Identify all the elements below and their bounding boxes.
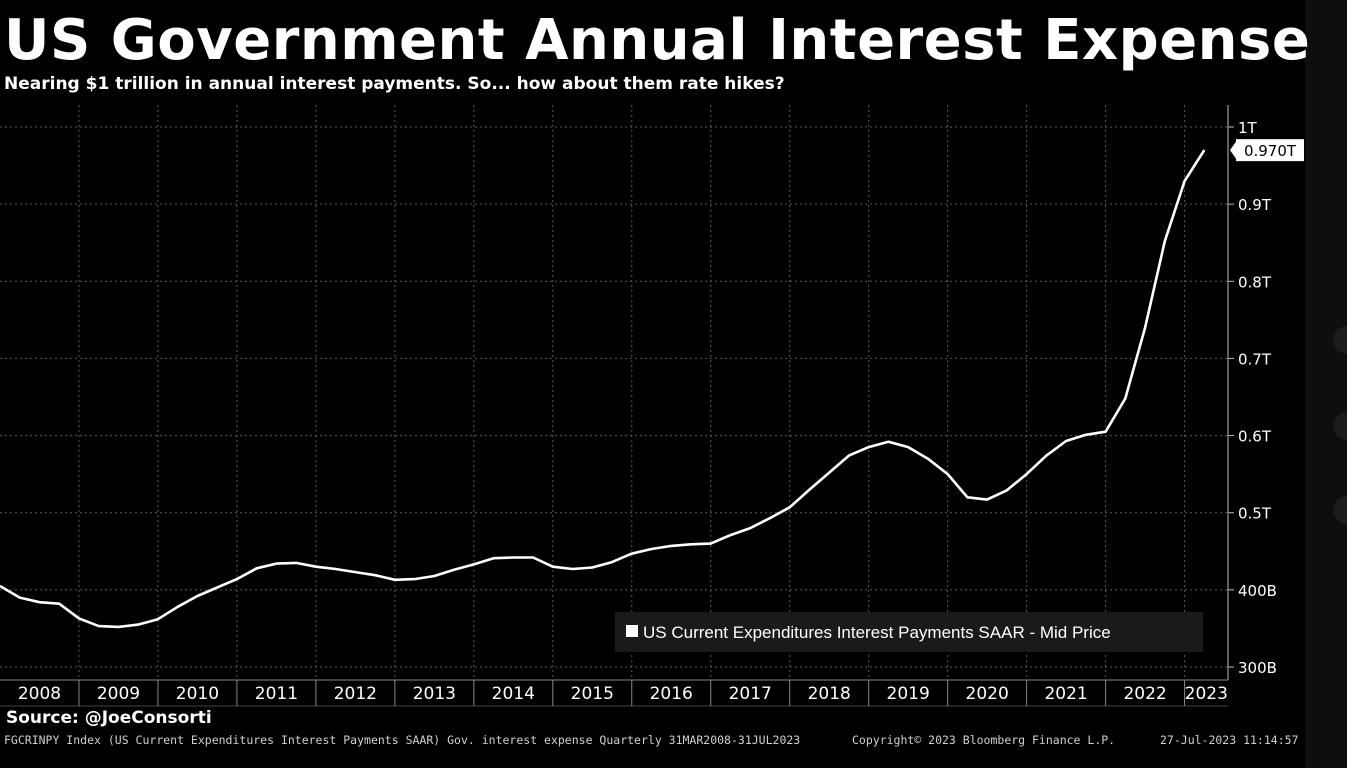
y-tick-label: 0.5T [1238, 505, 1272, 523]
source-credit: Source: @JoeConsorti [6, 708, 212, 728]
x-tick-label: 2020 [966, 684, 1009, 704]
series-layer [0, 149, 1206, 629]
x-tick-label: 2011 [255, 684, 298, 704]
x-tick-label: 2019 [887, 684, 930, 704]
x-tick-label: 2013 [413, 684, 456, 704]
x-tick-label: 2010 [176, 684, 219, 704]
x-tick-label: 2017 [729, 684, 772, 704]
y-tick-label: 0.8T [1238, 273, 1272, 291]
last-value-label: 0.970T [1244, 142, 1297, 160]
x-tick-label: 2023 [1185, 684, 1228, 704]
last-value-pointer [1230, 140, 1237, 161]
legend: US Current Expenditures Interest Payment… [615, 612, 1203, 652]
legend-swatch [626, 625, 638, 637]
x-tick-label: 2015 [571, 684, 614, 704]
x-tick-label: 2014 [492, 684, 535, 704]
series-line [0, 149, 1206, 629]
x-axis-ticks: 2008 2009 2010 2011 2012 2013 2014 2015 2016 2017… [18, 680, 1228, 706]
timestamp: 27-Jul-2023 11:14:57 [1160, 733, 1299, 747]
chart-title: US Government Annual Interest Expense [4, 8, 1311, 73]
chart-subtitle: Nearing $1 trillion in annual interest p… [4, 74, 785, 94]
y-tick-label: 0.6T [1238, 428, 1272, 446]
right-edge-strip [1305, 0, 1347, 768]
y-tick-label: 400B [1238, 582, 1277, 600]
x-tick-label: 2008 [18, 684, 61, 704]
last-value-box [1236, 139, 1304, 162]
copyright-notice: Copyright© 2023 Bloomberg Finance L.P. [852, 733, 1116, 747]
x-tick-label: 2021 [1044, 684, 1087, 704]
side-circle-button [1333, 496, 1347, 524]
legend-label: US Current Expenditures Interest Payment… [643, 623, 1111, 642]
last-value-marker: 0.970T [1230, 139, 1304, 162]
legend-box [615, 612, 1203, 652]
y-axis-ticks: 300B 400B 0.5T 0.6T 0.7T 0.8T 0.9T 1T [1228, 119, 1277, 677]
y-tick-label: 0.9T [1238, 196, 1272, 214]
x-tick-label: 2022 [1123, 684, 1166, 704]
x-tick-label: 2012 [334, 684, 377, 704]
x-tick-label: 2016 [650, 684, 693, 704]
side-circle-button [1333, 412, 1347, 440]
x-tick-label: 2018 [808, 684, 851, 704]
y-tick-label: 1T [1238, 119, 1258, 137]
axes [0, 105, 1229, 707]
index-description: FGCRINPY Index (US Current Expenditures … [4, 733, 801, 747]
y-tick-label: 0.7T [1238, 350, 1272, 368]
side-circle-button [1333, 326, 1347, 354]
y-tick-label: 300B [1238, 659, 1277, 677]
x-tick-label: 2009 [97, 684, 140, 704]
grid [0, 105, 1228, 680]
